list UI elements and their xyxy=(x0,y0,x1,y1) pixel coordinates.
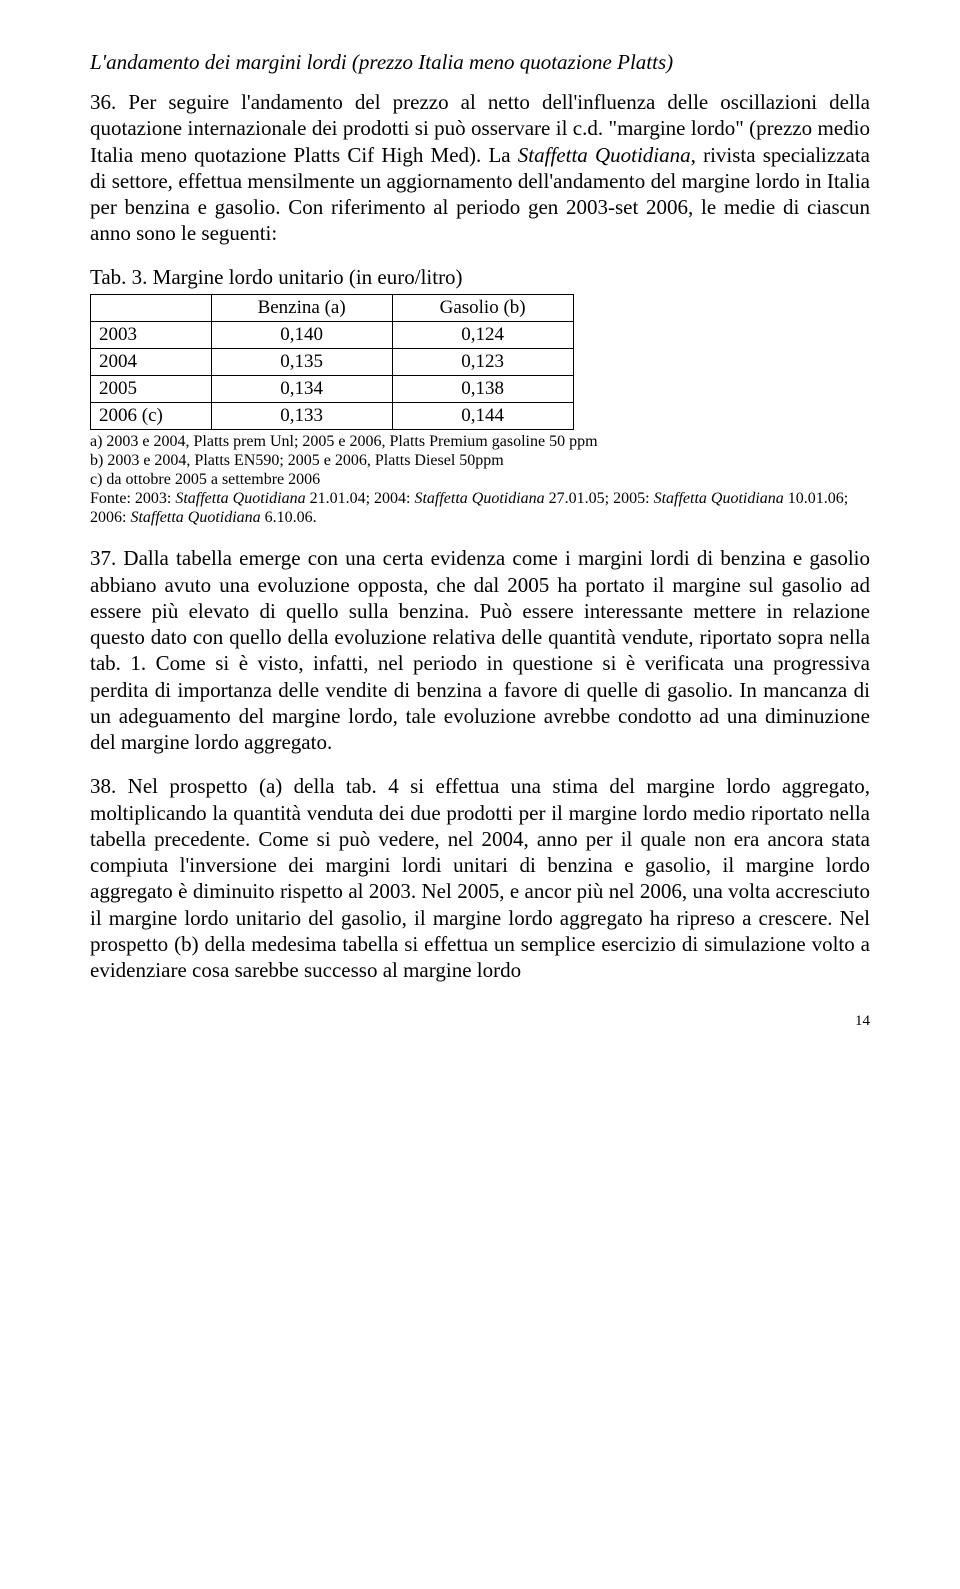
cell-year: 2003 xyxy=(91,321,212,348)
cell-benzina: 0,134 xyxy=(211,375,392,402)
th-benzina: Benzina (a) xyxy=(211,294,392,321)
fonte-m1: 21.01.04; 2004: xyxy=(306,490,415,507)
footnote-fonte: Fonte: 2003: Staffetta Quotidiana 21.01.… xyxy=(90,489,870,527)
cell-gasolio: 0,138 xyxy=(392,375,573,402)
cell-gasolio: 0,144 xyxy=(392,402,573,429)
fonte-i3: Staffetta Quotidiana xyxy=(654,490,784,507)
fonte-i1: Staffetta Quotidiana xyxy=(175,490,305,507)
paragraph-36: 36. Per seguire l'andamento del prezzo a… xyxy=(90,89,870,247)
footnote-a: a) 2003 e 2004, Platts prem Unl; 2005 e … xyxy=(90,432,870,451)
fonte-i4: Staffetta Quotidiana xyxy=(130,509,260,526)
cell-benzina: 0,135 xyxy=(211,348,392,375)
footnote-c: c) da ottobre 2005 a settembre 2006 xyxy=(90,470,870,489)
cell-year: 2005 xyxy=(91,375,212,402)
cell-year: 2006 (c) xyxy=(91,402,212,429)
fonte-i2: Staffetta Quotidiana xyxy=(414,490,544,507)
page-container: L'andamento dei margini lordi (prezzo It… xyxy=(0,0,960,1070)
paragraph-38: 38. Nel prospetto (a) della tab. 4 si ef… xyxy=(90,773,870,983)
table-row: 2005 0,134 0,138 xyxy=(91,375,574,402)
cell-gasolio: 0,124 xyxy=(392,321,573,348)
section-title: L'andamento dei margini lordi (prezzo It… xyxy=(90,50,870,75)
table-header-row: Benzina (a) Gasolio (b) xyxy=(91,294,574,321)
table-row: 2003 0,140 0,124 xyxy=(91,321,574,348)
margin-table: Benzina (a) Gasolio (b) 2003 0,140 0,124… xyxy=(90,294,574,430)
fonte-m2: 27.01.05; 2005: xyxy=(545,490,654,507)
paragraph-37: 37. Dalla tabella emerge con una certa e… xyxy=(90,545,870,755)
page-number: 14 xyxy=(90,1013,870,1030)
table-caption: Tab. 3. Margine lordo unitario (in euro/… xyxy=(90,265,870,290)
th-empty xyxy=(91,294,212,321)
cell-benzina: 0,140 xyxy=(211,321,392,348)
cell-year: 2004 xyxy=(91,348,212,375)
footnote-b: b) 2003 e 2004, Platts EN590; 2005 e 200… xyxy=(90,451,870,470)
fonte-pre: Fonte: 2003: xyxy=(90,490,175,507)
table-footnotes: a) 2003 e 2004, Platts prem Unl; 2005 e … xyxy=(90,432,870,528)
table-row: 2004 0,135 0,123 xyxy=(91,348,574,375)
cell-gasolio: 0,123 xyxy=(392,348,573,375)
fonte-m4: 6.10.06. xyxy=(261,509,317,526)
th-gasolio: Gasolio (b) xyxy=(392,294,573,321)
para1-italic: Staffetta Quotidiana xyxy=(518,143,691,167)
cell-benzina: 0,133 xyxy=(211,402,392,429)
table-row: 2006 (c) 0,133 0,144 xyxy=(91,402,574,429)
